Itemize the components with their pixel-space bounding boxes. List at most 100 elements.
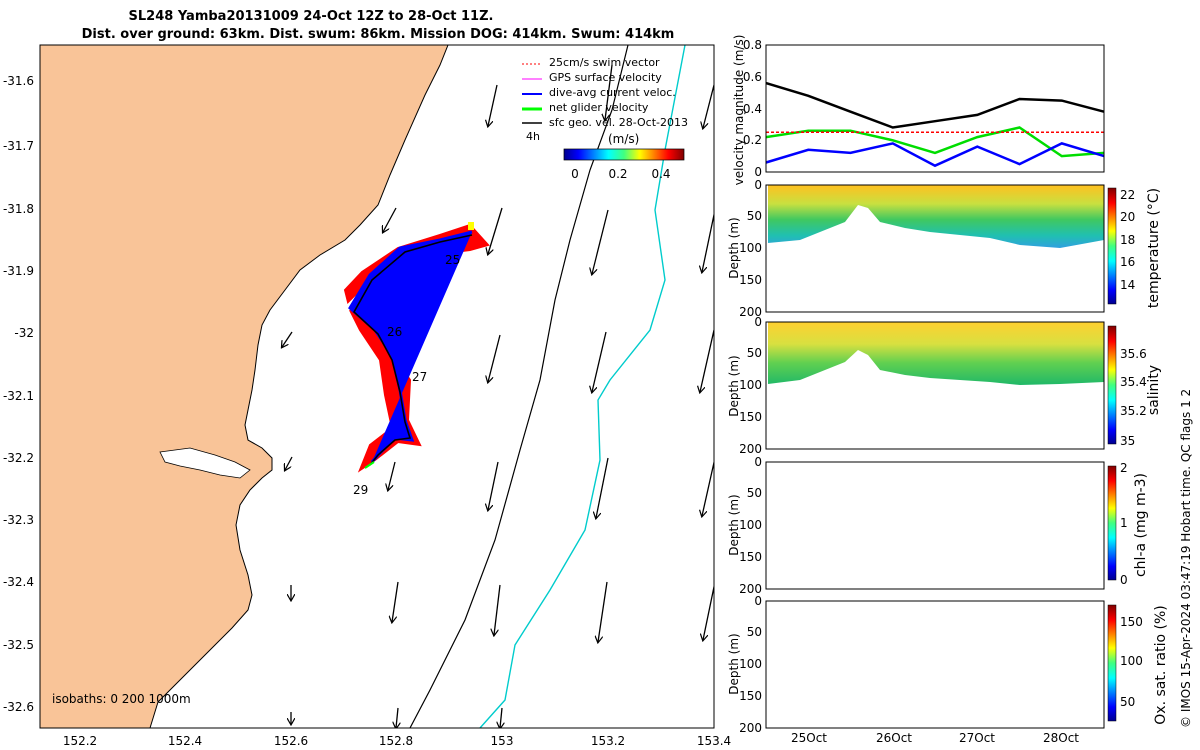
depth-tick: 150 [739,273,762,287]
depth-tick: 0 [754,178,762,192]
map-xtick: 152.2 [63,734,97,748]
map-ytick: -32.5 [3,638,34,652]
chla-cblabel: chl-a (mg m-3) [1133,473,1149,577]
time-xtick: 27Oct [959,731,995,745]
salinity-axes-frame [765,321,1105,450]
map-xtick: 153.4 [697,734,731,748]
sal-cbtick: 35.2 [1120,404,1147,418]
sfc-velocity-arrows [282,64,714,728]
oxygen-axes-frame [765,600,1105,729]
glider-track [343,222,490,473]
map-xtick: 152.4 [168,734,202,748]
map-xtick: 153 [491,734,514,748]
temperature-axes-frame [765,184,1105,313]
oxygen-cblabel: Ox. sat. ratio (%) [1153,605,1169,724]
vel-ytick: 0 [754,165,762,179]
map-y-ticks: -31.6 -31.7 -31.8 -31.9 -32 -32.1 -32.2 … [3,74,34,714]
velocity-series-line [765,126,1105,158]
chla-colorbar [1107,465,1117,581]
salinity-cblabel: salinity [1146,365,1162,415]
map-x-ticks: 152.2 152.4 152.6 152.8 153 153.2 153.4 [63,734,731,748]
depth-tick: 200 [739,582,762,596]
oxygen-panel: 0 50 100 150 200 Depth (m) 50 100 150 Ox… [727,594,1169,735]
velocity-ylabel: velocity magnitude (m/s) [732,35,746,186]
chla-cbtick: 0 [1120,573,1128,587]
time-xtick: 26Oct [876,731,912,745]
temp-cbtick: 20 [1120,210,1135,224]
legend-sfc-geo-velocity: sfc geo. vel. 28-Oct-2013 [549,116,688,129]
temperature-panel: 0 50 100 150 200 Depth (m) 14 16 18 20 2… [727,178,1162,319]
legend-dive-avg-current: dive-avg current veloc. [549,86,676,99]
time-xtick: 25Oct [791,731,827,745]
map-panel: 25 26 27 29 [3,44,731,748]
figure-title-line1: SL248 Yamba20131009 24-Oct 12Z to 28-Oct… [129,9,494,24]
depth-tick: 100 [739,378,762,392]
time-x-ticks: 25Oct 26Oct 27Oct 28Oct [791,731,1079,745]
figure-title-line2: Dist. over ground: 63km. Dist. swum: 86k… [82,27,675,42]
map-ytick: -32.3 [3,513,34,527]
legend-swim-vector: 25cm/s swim vector [549,56,660,69]
salinity-panel: 0 50 100 150 200 Depth (m) 35 35.2 35.4 … [727,315,1162,456]
depth-tick: 200 [739,721,762,735]
salinity-section [768,322,1104,385]
map-xtick: 153.2 [591,734,625,748]
temp-cbtick: 22 [1120,188,1135,202]
day-label-27: 27 [412,370,427,384]
oxygen-depth-ylabel: Depth (m) [727,633,741,694]
depth-tick: 200 [739,305,762,319]
depth-tick: 100 [739,657,762,671]
map-ytick: -32.1 [3,389,34,403]
temp-cbtick: 14 [1120,278,1135,292]
estuary [159,447,251,479]
depth-tick: 150 [739,550,762,564]
day-label-26: 26 [387,325,402,339]
depth-tick: 100 [739,241,762,255]
isobaths-label: isobaths: 0 200 1000m [52,692,191,706]
velocity-series-line [765,81,1105,129]
chla-panel: 0 50 100 150 200 Depth (m) 0 1 2 chl-a (… [727,455,1149,596]
isobath-1000m [479,45,686,728]
depth-tick: 50 [747,346,762,360]
ox-cbtick: 150 [1120,615,1143,629]
temp-cbtick: 16 [1120,255,1135,269]
legend-4h: 4h [526,130,540,143]
chla-cbtick: 1 [1120,516,1128,530]
depth-tick: 0 [754,315,762,329]
velocity-series-line [765,142,1105,168]
map-ytick: -31.7 [3,139,34,153]
temperature-section [768,185,1104,248]
time-xtick: 28Oct [1043,731,1079,745]
map-colorbar-tick-0: 0 [571,167,579,181]
map-colorbar-tick-2: 0.4 [651,167,670,181]
velocity-panel: 0 0.2 0.4 0.6 0.8 velocity magnitude (m/… [732,35,1105,186]
ox-cbtick: 100 [1120,654,1143,668]
map-ytick: -32.6 [3,700,34,714]
isobath-200m [409,45,629,728]
map-ytick: -32.2 [3,451,34,465]
temperature-depth-ylabel: Depth (m) [727,217,741,278]
footer-credit: © IMOS 15-Apr-2024 03:47:19 Hobart time.… [1179,389,1193,728]
oxygen-colorbar [1107,604,1117,722]
temp-cbtick: 18 [1120,233,1135,247]
depth-tick: 150 [739,410,762,424]
salinity-depth-ylabel: Depth (m) [727,355,741,416]
depth-tick: 200 [739,442,762,456]
day-label-25: 25 [445,253,460,267]
map-colorbar-tick-1: 0.2 [608,167,627,181]
map-ytick: -32.4 [3,575,34,589]
ox-cbtick: 50 [1120,695,1135,709]
map-colorbar-title: (m/s) [608,132,639,146]
depth-tick: 50 [747,209,762,223]
map-ytick: -31.9 [3,264,34,278]
temperature-cblabel: temperature (°C) [1146,188,1162,308]
sal-cbtick: 35.4 [1120,375,1147,389]
legend-gps-velocity: GPS surface velocity [549,71,662,84]
salinity-colorbar [1107,325,1117,445]
map-colorbar [563,148,685,161]
depth-tick: 50 [747,625,762,639]
depth-tick: 100 [739,518,762,532]
legend-net-glider-velocity: net glider velocity [549,101,649,114]
map-legend: 25cm/s swim vector GPS surface velocity … [522,56,688,181]
vel-ytick: 0.8 [743,38,762,52]
